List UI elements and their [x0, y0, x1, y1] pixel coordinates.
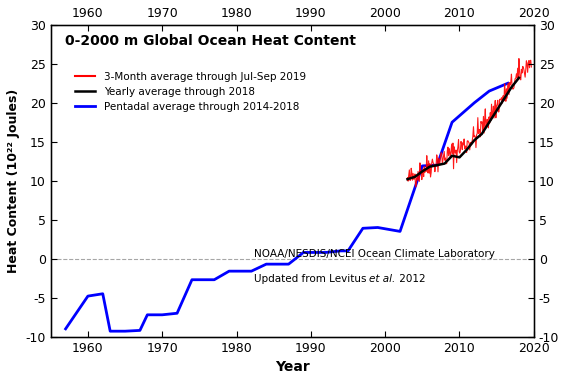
Text: NOAA/NESDIS/NCEI Ocean Climate Laboratory: NOAA/NESDIS/NCEI Ocean Climate Laborator… [254, 249, 495, 259]
Text: 0-2000 m Global Ocean Heat Content: 0-2000 m Global Ocean Heat Content [65, 34, 356, 48]
Legend: 3-Month average through Jul-Sep 2019, Yearly average through 2018, Pentadal aver: 3-Month average through Jul-Sep 2019, Ye… [70, 67, 310, 116]
Text: Updated from Levitus: Updated from Levitus [254, 274, 370, 284]
Y-axis label: Heat Content (10²² Joules): Heat Content (10²² Joules) [7, 89, 20, 273]
X-axis label: Year: Year [275, 360, 310, 374]
Text: 2012: 2012 [396, 274, 425, 284]
Text: et al.: et al. [368, 274, 395, 284]
